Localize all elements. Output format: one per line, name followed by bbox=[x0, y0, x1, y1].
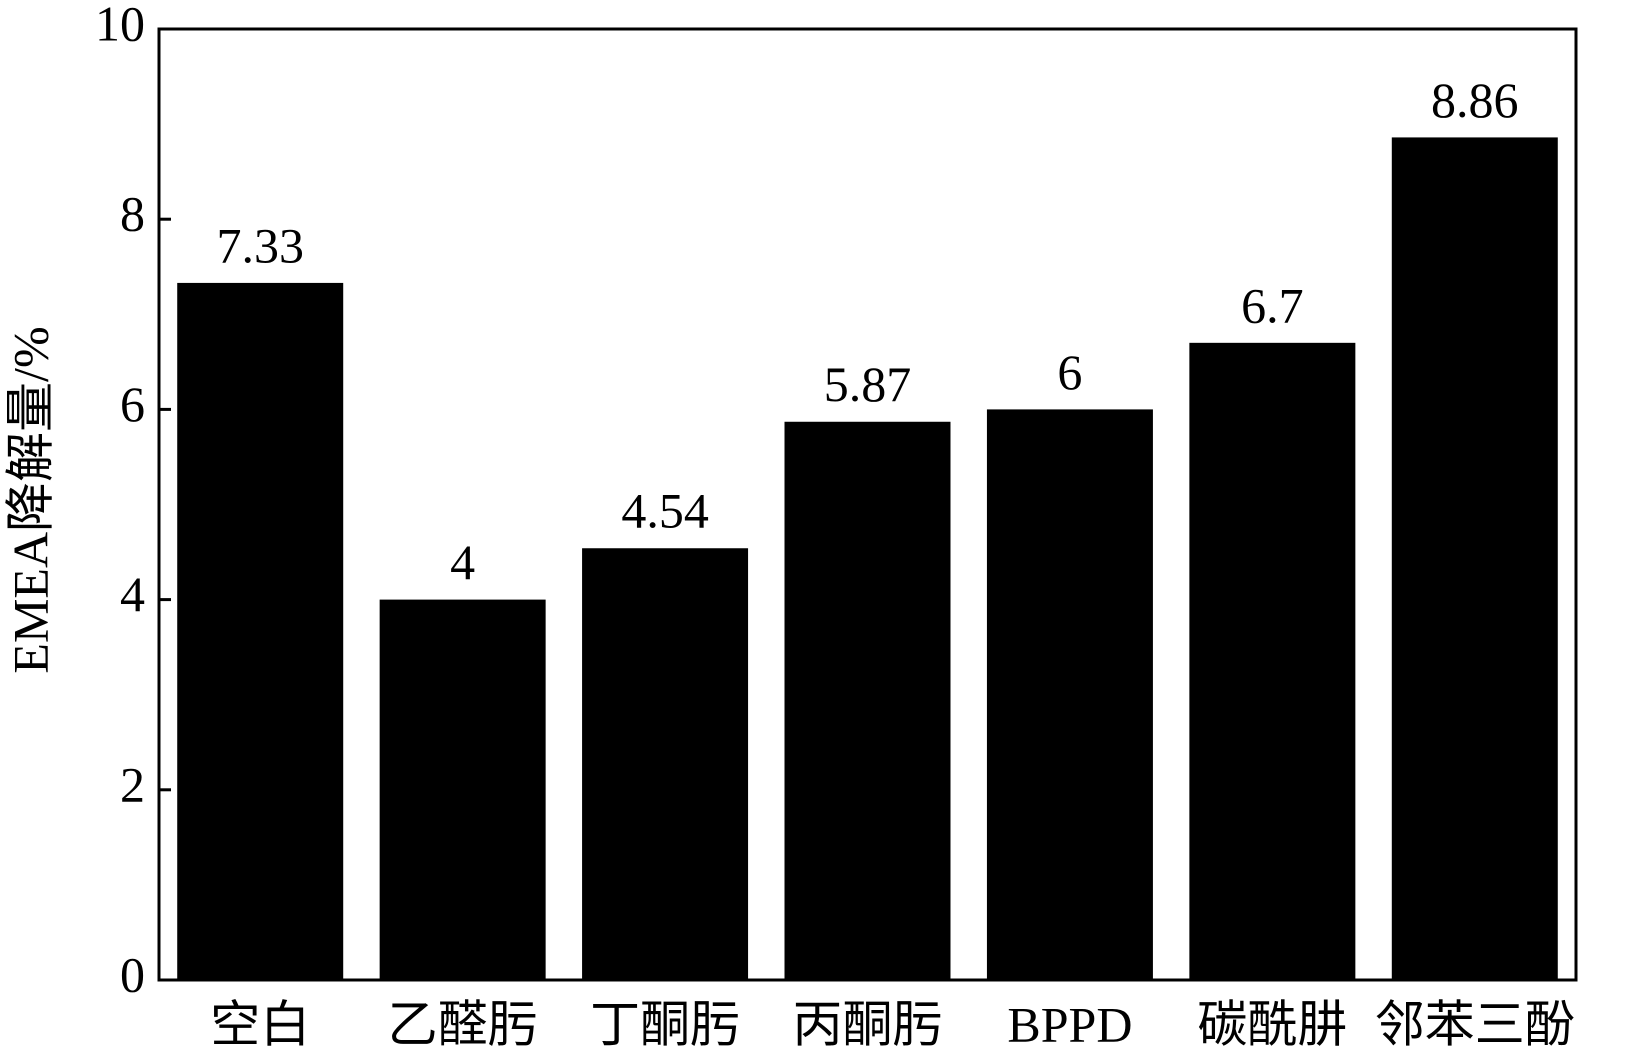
bar bbox=[1189, 342, 1356, 981]
y-axis-label: EMEA降解量/% bbox=[2, 326, 58, 673]
value-label: 8.86 bbox=[1431, 72, 1519, 128]
x-tick-label: 邻苯三酚 bbox=[1375, 996, 1575, 1052]
y-tick-label: 4 bbox=[120, 566, 145, 622]
x-tick-label: BPPD bbox=[1007, 996, 1132, 1052]
y-tick-label: 8 bbox=[120, 186, 145, 242]
value-label: 6 bbox=[1057, 344, 1082, 400]
x-tick-label: 丁酮肟 bbox=[590, 996, 740, 1052]
y-tick-label: 2 bbox=[120, 756, 145, 812]
value-label: 6.7 bbox=[1241, 277, 1304, 333]
bar bbox=[177, 282, 344, 980]
bar bbox=[379, 599, 546, 980]
bar bbox=[784, 421, 951, 980]
x-tick-label: 乙醛肟 bbox=[388, 996, 538, 1052]
y-tick-label: 6 bbox=[120, 376, 145, 432]
bar bbox=[1391, 137, 1558, 980]
bar bbox=[986, 409, 1153, 980]
x-tick-label: 丙酮肟 bbox=[793, 996, 943, 1052]
x-tick-label: 碳酰肼 bbox=[1197, 996, 1347, 1052]
y-tick-label: 0 bbox=[120, 946, 145, 1002]
y-tick-label: 10 bbox=[95, 0, 145, 51]
bar bbox=[582, 548, 749, 980]
x-tick-label: 空白 bbox=[210, 996, 310, 1052]
value-label: 7.33 bbox=[216, 217, 304, 273]
value-label: 5.87 bbox=[824, 356, 912, 412]
plot-frame bbox=[157, 27, 1578, 982]
value-label: 4 bbox=[450, 534, 475, 590]
value-label: 4.54 bbox=[621, 483, 709, 539]
